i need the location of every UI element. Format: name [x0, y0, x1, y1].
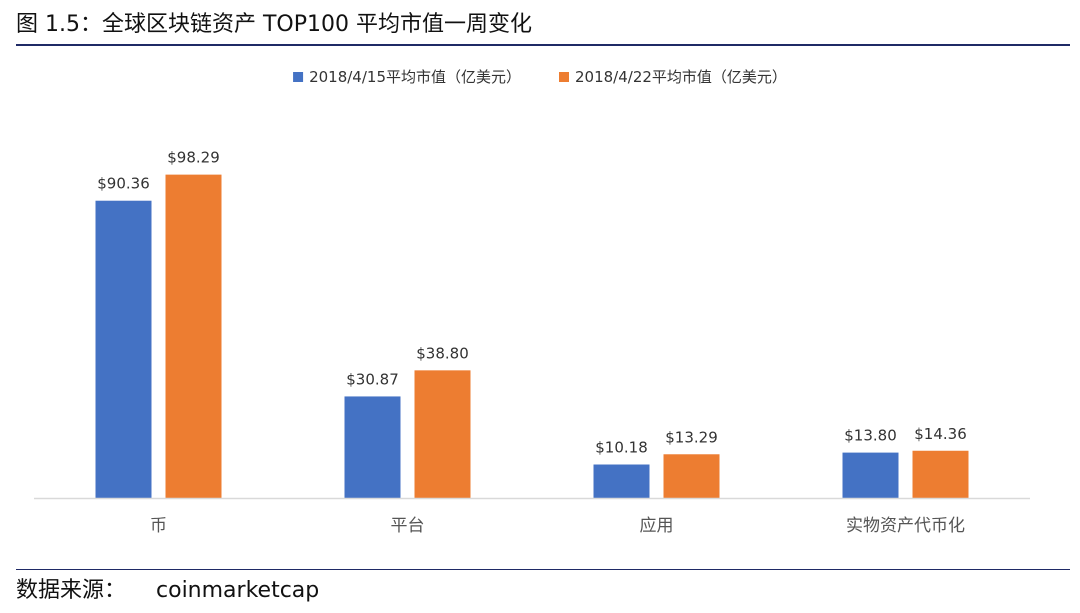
category-label: 应用 [640, 516, 674, 536]
bar-2-2 [414, 370, 471, 498]
bar-2-1 [165, 174, 222, 498]
bar-value-label: $38.80 [416, 344, 469, 362]
bar-1-4 [842, 452, 899, 498]
legend-swatch-2 [559, 72, 569, 82]
bar-value-label: $14.36 [914, 425, 967, 443]
source-note: 数据来源： coinmarketcap [16, 575, 319, 607]
bar-value-label: $98.29 [167, 149, 220, 167]
bar-2-3 [663, 454, 720, 498]
bar-value-label: $13.29 [665, 428, 718, 446]
category-label: 币 [150, 516, 167, 536]
source-label: 数据来源： [16, 578, 127, 603]
bar-value-label: $10.18 [595, 439, 648, 457]
bar-1-3 [593, 464, 650, 498]
chart-bars [95, 174, 969, 498]
source-divider [16, 569, 1070, 570]
chart-legend: 2018/4/15平均市值（亿美元） 2018/4/22平均市值（亿美元） [293, 68, 787, 86]
bar-2-4 [912, 450, 969, 498]
bar-value-label: $90.36 [97, 175, 150, 193]
bar-value-label: $13.80 [844, 427, 897, 445]
bar-1-2 [344, 396, 401, 498]
legend-label: 2018/4/22平均市值（亿美元） [575, 68, 787, 86]
source-value: coinmarketcap [156, 578, 320, 603]
legend-label: 2018/4/15平均市值（亿美元） [309, 68, 521, 86]
category-label: 平台 [391, 516, 425, 536]
bar-value-label: $30.87 [346, 370, 399, 388]
category-label: 实物资产代币化 [846, 516, 965, 536]
figure-caption: 图 1.5：全球区块链资产 TOP100 平均市值一周变化 [16, 12, 532, 37]
bar-chart: 2018/4/15平均市值（亿美元） 2018/4/22平均市值（亿美元） $90… [34, 68, 1030, 536]
caption-divider [16, 44, 1070, 46]
chart-category-labels: 币 平台 应用 实物资产代币化 [150, 516, 965, 536]
legend-swatch-1 [293, 72, 304, 82]
chart-value-labels: $90.36 $98.29 $30.87 $38.80 $10.18 $13.29 $13.… [97, 149, 967, 457]
bar-1-1 [95, 200, 152, 498]
